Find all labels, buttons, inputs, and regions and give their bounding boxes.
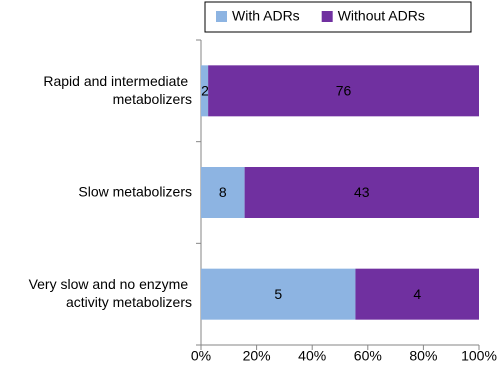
category-label-line: activity metabolizers xyxy=(66,294,192,310)
bar-segment xyxy=(355,268,479,320)
x-tick-label: 0% xyxy=(191,348,211,364)
bar-segment xyxy=(201,268,356,320)
x-tick-label: 80% xyxy=(409,348,437,364)
category-label-line: Slow metabolizers xyxy=(78,183,192,199)
legend-label: With ADRs xyxy=(232,8,300,24)
category-label-line: metabolizers xyxy=(113,91,192,107)
x-tick-label: 40% xyxy=(298,348,326,364)
category-label: Rapid and intermediate metabolizers xyxy=(43,73,192,107)
bar-segment xyxy=(201,167,245,218)
data-label: 4 xyxy=(413,286,421,302)
category-label-line: Rapid and intermediate xyxy=(43,73,192,89)
x-tick-label: 20% xyxy=(243,348,271,364)
x-tick-label: 60% xyxy=(354,348,382,364)
legend-box xyxy=(204,1,472,33)
category-label-line: Very slow and no enzyme xyxy=(29,276,192,292)
bar-segment xyxy=(244,167,479,218)
data-label: 5 xyxy=(274,286,282,302)
bar-segment xyxy=(201,65,209,117)
legend-swatch xyxy=(216,11,227,22)
data-label: 76 xyxy=(336,83,352,99)
x-tick-label: 100% xyxy=(461,348,497,364)
data-label: 43 xyxy=(354,184,370,200)
data-label: 8 xyxy=(219,184,227,200)
data-label: 2 xyxy=(201,83,209,99)
bar-segment xyxy=(208,65,479,117)
legend-swatch xyxy=(321,11,333,22)
legend-label: Without ADRs xyxy=(338,8,425,24)
category-label: Slow metabolizers xyxy=(78,183,192,199)
category-label: Very slow and no enzyme activity metabol… xyxy=(29,276,192,310)
